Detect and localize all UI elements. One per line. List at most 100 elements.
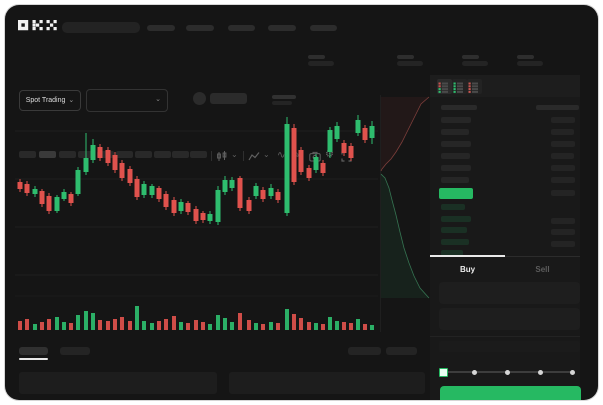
bottom-panel-right xyxy=(229,372,425,394)
nav-item[interactable] xyxy=(228,25,255,31)
depth-chart xyxy=(380,96,430,299)
ask-row-price-bar[interactable] xyxy=(441,165,471,171)
orderbook-header-amount xyxy=(536,105,579,110)
settings-gear-icon[interactable]: ⚙ xyxy=(325,149,334,160)
bottom-tab[interactable] xyxy=(60,347,90,355)
nav-item[interactable] xyxy=(310,25,337,31)
book-view-both-icon[interactable] xyxy=(437,79,452,94)
nav-item[interactable] xyxy=(147,25,175,31)
percent-slider[interactable] xyxy=(439,363,577,379)
ask-row-price-bar[interactable] xyxy=(441,141,471,147)
draw-pencil-icon[interactable]: ✎ xyxy=(293,150,301,160)
bid-row-price-bar[interactable] xyxy=(441,250,463,256)
okx-logo[interactable] xyxy=(18,20,58,31)
subheader: Spot Trading ⌄ ⌄ xyxy=(5,45,598,112)
slider-stop[interactable] xyxy=(505,370,510,375)
book-view-buy-icon[interactable] xyxy=(452,79,467,94)
tab-buy[interactable]: Buy xyxy=(430,259,505,274)
coin-avatar xyxy=(193,92,206,105)
ask-row-price-bar[interactable] xyxy=(441,153,470,159)
slider-stop[interactable] xyxy=(538,370,543,375)
ask-row-amount-bar[interactable] xyxy=(551,153,574,159)
toolbar-divider xyxy=(243,151,244,161)
ask-row-price-bar[interactable] xyxy=(441,177,469,183)
toolbar-divider xyxy=(211,151,212,161)
timeframe-button[interactable] xyxy=(39,151,56,158)
ask-row-amount-bar[interactable] xyxy=(551,129,574,135)
bid-row-amount-bar[interactable] xyxy=(551,240,575,247)
stat-label-placeholder xyxy=(308,55,325,59)
navbar xyxy=(5,5,598,45)
stat-value-placeholder xyxy=(308,61,334,66)
bottom-tab-active[interactable] xyxy=(19,347,48,355)
market-type-dropdown[interactable]: Spot Trading ⌄ xyxy=(19,90,81,111)
timeframe-button[interactable] xyxy=(172,151,189,158)
search-input[interactable] xyxy=(62,22,140,33)
stat-label-placeholder xyxy=(517,55,534,59)
last-price-placeholder xyxy=(272,95,296,99)
slider-stop[interactable] xyxy=(570,370,575,375)
last-price-amount-bar xyxy=(551,190,575,196)
volume-series xyxy=(18,306,374,330)
market-type-label: Spot Trading xyxy=(25,97,66,104)
chevron-down-icon[interactable]: ⌄ xyxy=(263,150,270,159)
timeframe-button[interactable] xyxy=(154,151,171,158)
stat-value-placeholder xyxy=(517,61,543,66)
nav-item[interactable] xyxy=(186,25,214,31)
buy-tab-indicator xyxy=(430,255,505,257)
timeframe-button[interactable] xyxy=(19,151,36,158)
stat-label-placeholder xyxy=(397,55,414,59)
bid-row-price-bar[interactable] xyxy=(441,204,465,210)
timeframe-button[interactable] xyxy=(135,151,152,158)
timeframe-button[interactable] xyxy=(59,151,76,158)
pair-name-placeholder xyxy=(210,93,247,104)
timeframe-button[interactable] xyxy=(190,151,207,158)
slider-handle[interactable] xyxy=(439,368,448,377)
pair-selector-dropdown[interactable]: ⌄ xyxy=(86,89,168,112)
ask-row-amount-bar[interactable] xyxy=(551,141,575,147)
bottom-panel-left xyxy=(19,372,217,394)
price-input[interactable] xyxy=(439,282,580,304)
price-change-placeholder xyxy=(272,101,292,105)
candle-type-icon[interactable] xyxy=(216,151,228,162)
candlestick-series xyxy=(17,115,375,225)
app-window: Spot Trading ⌄ ⌄ ⌄ ⌄ ∿ ✎ ⚙ xyxy=(5,5,598,400)
indicators-icon[interactable] xyxy=(248,151,261,162)
buy-submit-button[interactable] xyxy=(440,386,581,400)
price-chart-canvas[interactable] xyxy=(5,5,598,400)
stat-value-placeholder xyxy=(397,61,423,66)
amount-input[interactable] xyxy=(439,308,580,330)
stat-value-placeholder xyxy=(462,61,488,66)
bid-row-price-bar[interactable] xyxy=(441,215,471,222)
ask-row-amount-bar[interactable] xyxy=(551,177,575,183)
tab-sell[interactable]: Sell xyxy=(505,259,580,274)
bid-row-amount-bar[interactable] xyxy=(551,217,575,224)
bid-row-price-bar[interactable] xyxy=(441,227,467,233)
ask-row-price-bar[interactable] xyxy=(441,117,471,123)
bid-row-price-bar[interactable] xyxy=(441,238,469,245)
ask-row-price-bar[interactable] xyxy=(441,129,469,135)
chevron-down-icon: ⌄ xyxy=(68,97,75,104)
timeframe-button[interactable] xyxy=(116,151,133,158)
slider-stop[interactable] xyxy=(472,370,477,375)
line-style-icon[interactable]: ∿ xyxy=(277,150,286,161)
total-row xyxy=(439,341,580,352)
nav-item[interactable] xyxy=(268,25,296,31)
bid-row-amount-bar[interactable] xyxy=(551,229,575,235)
ask-row-amount-bar[interactable] xyxy=(551,165,575,171)
chevron-down-icon[interactable]: ⌄ xyxy=(231,150,238,159)
last-price-bar[interactable] xyxy=(439,188,473,199)
stat-label-placeholder xyxy=(462,55,479,59)
orderbook-trade-panel: Buy Sell xyxy=(430,75,581,400)
buy-tab-label: Buy xyxy=(459,265,476,274)
bottom-action-placeholder[interactable] xyxy=(348,347,381,355)
bottom-action-placeholder[interactable] xyxy=(386,347,417,355)
chevron-down-icon: ⌄ xyxy=(155,96,161,103)
form-divider xyxy=(430,336,580,337)
sell-tab-label: Sell xyxy=(535,265,550,274)
book-view-sell-icon[interactable] xyxy=(467,79,482,94)
bottom-tab-active-indicator xyxy=(19,358,48,360)
orderbook-header-price xyxy=(441,105,477,110)
ask-row-amount-bar[interactable] xyxy=(551,117,575,123)
trade-tabs-divider xyxy=(430,256,580,257)
